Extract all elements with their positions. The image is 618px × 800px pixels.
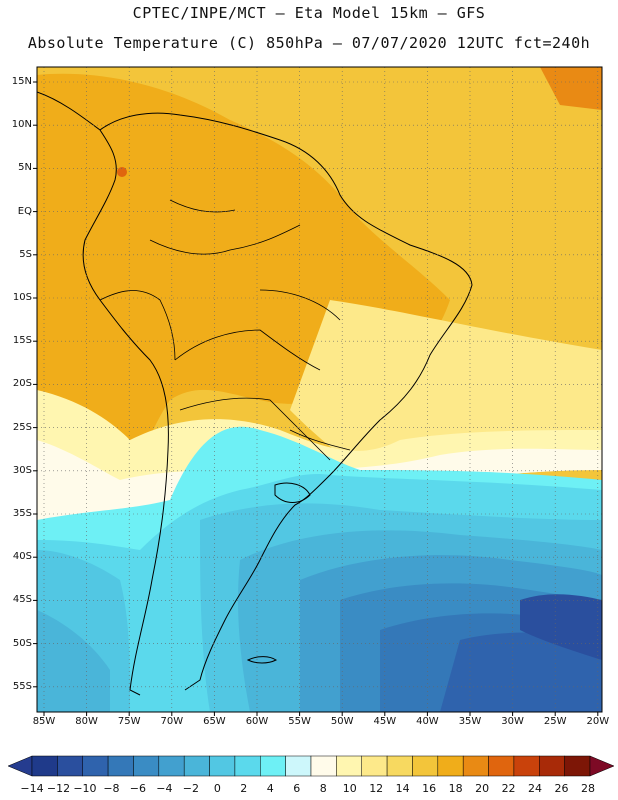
- lon-label: 40W: [416, 716, 439, 727]
- colorbar-label: 10: [342, 782, 357, 795]
- colorbar-segment: [488, 755, 515, 777]
- colorbar-label: 0: [213, 782, 221, 795]
- lon-label: 30W: [501, 716, 524, 727]
- lat-label: 15N: [11, 76, 32, 87]
- colorbar-segment: [209, 755, 236, 777]
- lat-label: 40S: [12, 551, 32, 563]
- lat-label: EQ: [17, 205, 32, 217]
- colorbar-segment: [513, 755, 540, 777]
- colorbar-label: 20: [475, 782, 490, 795]
- lon-label: 45W: [373, 716, 397, 727]
- coastline: [37, 91, 473, 696]
- lon-label: 50W: [330, 716, 354, 727]
- colorbar-segment: [107, 755, 134, 777]
- colorbar-label: 14: [395, 782, 410, 795]
- colorbar-label: 6: [293, 782, 301, 795]
- colorbar-segment: [183, 755, 210, 777]
- colorbar-segment: [361, 755, 388, 777]
- lat-label: 30S: [12, 464, 32, 476]
- title-line-2: Absolute Temperature (C) 850hPa – 07/07/…: [27, 34, 591, 52]
- lat-label: 55S: [12, 680, 32, 692]
- colorbar-label: 22: [501, 782, 516, 795]
- lon-label: 55W: [288, 716, 311, 727]
- lat-label: 45S: [12, 594, 32, 606]
- colorbar-segment: [564, 755, 591, 777]
- lon-label: 75W: [117, 716, 141, 727]
- lon-label: 60W: [245, 716, 269, 727]
- country-borders: [99, 199, 351, 461]
- lat-label: 50S: [12, 637, 32, 649]
- colorbar-segment: [539, 755, 565, 777]
- colorbar-label: 4: [266, 782, 274, 795]
- colorbar-segment: [336, 755, 362, 777]
- colorbar-segment: [412, 755, 439, 777]
- colorbar-label: 18: [448, 782, 463, 795]
- colorbar-max-arrow: [589, 755, 615, 777]
- colorbar-label: −2: [182, 782, 199, 795]
- lon-label: 70W: [160, 716, 184, 727]
- colorbar-label: 12: [369, 782, 384, 795]
- lon-label: 25W: [543, 716, 567, 727]
- colorbar-label: −4: [156, 782, 173, 795]
- lat-label: 10N: [11, 119, 32, 131]
- colorbar: [7, 755, 615, 777]
- lat-label: 10S: [12, 292, 32, 303]
- colorbar-segment: [386, 755, 413, 777]
- colorbar-segment: [285, 755, 312, 777]
- axis-ticks: [33, 81, 599, 716]
- lat-label: 5N: [18, 162, 32, 174]
- colorbar-segment: [31, 755, 58, 777]
- colorbar-label: 16: [422, 782, 437, 795]
- colorbar-segment: [462, 755, 489, 777]
- lon-label: 85W: [32, 716, 56, 727]
- lat-label: 25S: [12, 421, 32, 433]
- colorbar-segment: [82, 755, 109, 777]
- map-frame: [36, 66, 603, 713]
- colorbar-segment: [260, 755, 286, 777]
- lon-label: 65W: [203, 716, 226, 727]
- colorbar-label: 24: [528, 782, 543, 795]
- lat-label: 15S: [12, 335, 32, 347]
- colorbar-label: −8: [103, 782, 120, 795]
- colorbar-label: 26: [554, 782, 569, 795]
- lat-label: 35S: [12, 508, 32, 519]
- colorbar-label: −14: [20, 782, 44, 795]
- colorbar-segment: [310, 755, 337, 777]
- colorbar-label: −12: [46, 782, 71, 795]
- colorbar-label: −6: [129, 782, 146, 795]
- colorbar-label: 28: [581, 782, 595, 795]
- colorbar-segment: [234, 755, 261, 777]
- lon-label: 80W: [75, 716, 98, 727]
- lat-label: 5S: [19, 248, 32, 260]
- colorbar-segment: [57, 755, 83, 777]
- colorbar-label: 8: [319, 782, 327, 795]
- colorbar-label: 2: [240, 782, 248, 795]
- lon-label: 35W: [458, 716, 482, 727]
- colorbar-segment: [133, 755, 160, 777]
- lat-label: 20S: [12, 378, 32, 390]
- title-line-1: CPTEC/INPE/MCT – Eta Model 15km – GFS: [132, 4, 486, 22]
- colorbar-segment: [437, 755, 464, 777]
- lon-label: 20W: [586, 716, 610, 727]
- colorbar-segment: [158, 755, 185, 777]
- colorbar-label: −10: [73, 782, 97, 795]
- colorbar-min-arrow: [7, 755, 33, 777]
